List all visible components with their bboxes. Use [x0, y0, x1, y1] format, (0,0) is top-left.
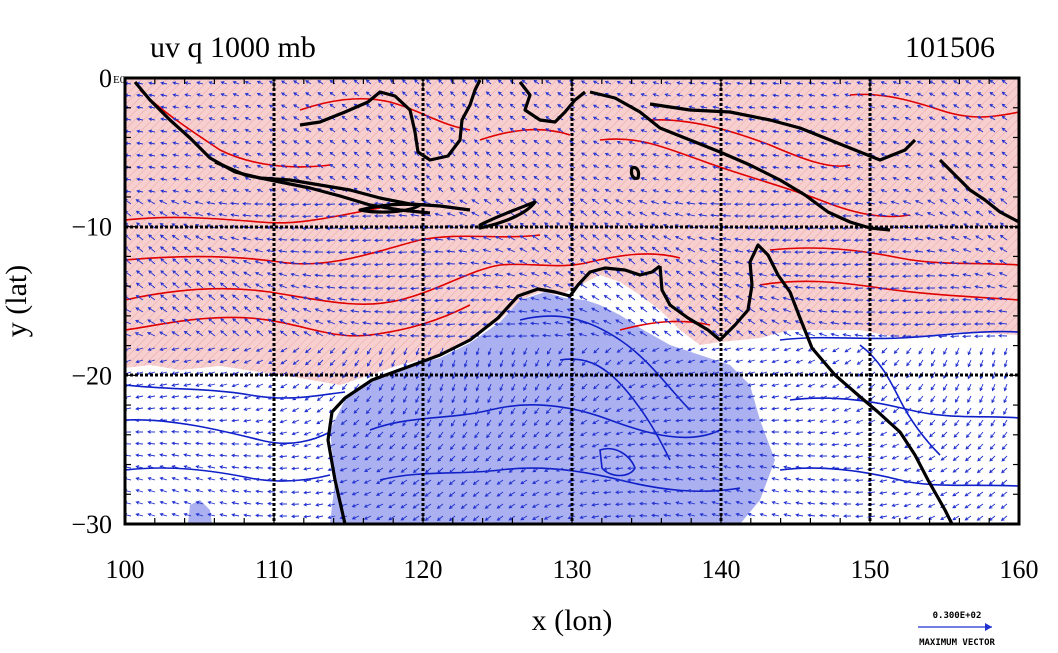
y-tick-label: −20 [71, 361, 112, 390]
legend-vector-label: MAXIMUM VECTOR [919, 638, 995, 648]
x-axis-label: x (lon) [532, 604, 613, 637]
coastline-sulawesi [518, 81, 586, 124]
dry-region-small [188, 500, 212, 524]
moist-contour [619, 320, 711, 331]
vector-legend: 0.300E+02 MAXIMUM VECTOR [918, 611, 996, 648]
grid-lines [125, 78, 1019, 524]
y-axis-label: y (lat) [0, 265, 33, 337]
moist-contour [599, 138, 911, 218]
dry-contour [779, 467, 1019, 487]
x-tick-labels: 100 110 120 130 140 150 160 [106, 555, 1039, 584]
plot-area [125, 78, 1019, 524]
dry-contour [369, 404, 721, 439]
moist-contour [649, 118, 851, 167]
coastline-timor [478, 200, 537, 230]
legend-arrowhead [985, 623, 992, 631]
coastline-australia-west [326, 264, 661, 524]
moist-contour [125, 234, 541, 265]
chart-timestamp: 101506 [905, 31, 995, 64]
coastline-island-small [629, 165, 641, 181]
y-tick-label: −30 [71, 510, 112, 539]
dry-contours [125, 315, 1019, 493]
moist-contour [125, 304, 471, 337]
x-tick-label: 130 [553, 555, 592, 584]
coastline-australia-gulf [658, 243, 954, 524]
dry-contour [519, 315, 691, 411]
legend-vector-value: 0.300E+02 [933, 611, 982, 621]
y-tick-label: 0 [99, 64, 112, 93]
x-tick-label: 160 [1000, 555, 1039, 584]
moist-contour [125, 253, 681, 305]
coastline-solomons [938, 158, 1019, 224]
y-tick-labels: −30 −20 −10 0 [71, 64, 112, 539]
coastline-new-guinea-north [649, 102, 917, 162]
coastline-islands [358, 202, 422, 214]
moist-contour [299, 97, 471, 131]
corner-label: E0 [113, 74, 126, 86]
dry-contour [779, 330, 1019, 341]
y-tick-label: −10 [71, 213, 112, 242]
x-tick-label: 140 [702, 555, 741, 584]
x-tick-label: 110 [255, 555, 293, 584]
x-tick-label: 100 [106, 555, 145, 584]
dry-contour [789, 397, 1019, 419]
coastlines [133, 79, 1019, 524]
dry-region [330, 292, 775, 524]
moist-contour [849, 93, 1019, 118]
dry-contour [125, 384, 346, 399]
coastline-new-guinea [589, 90, 891, 232]
dry-contour [859, 344, 941, 456]
dry-contour [559, 358, 671, 461]
dry-contour [125, 467, 331, 482]
coastline-java-south [214, 160, 431, 215]
moist-contour [139, 89, 331, 168]
chart-title: uv q 1000 mb [150, 31, 316, 64]
x-tick-label: 120 [404, 555, 443, 584]
axis-minor-ticks [124, 77, 1020, 525]
x-tick-label: 150 [851, 555, 890, 584]
coastline-borneo [299, 79, 482, 162]
moist-contour [125, 207, 381, 224]
